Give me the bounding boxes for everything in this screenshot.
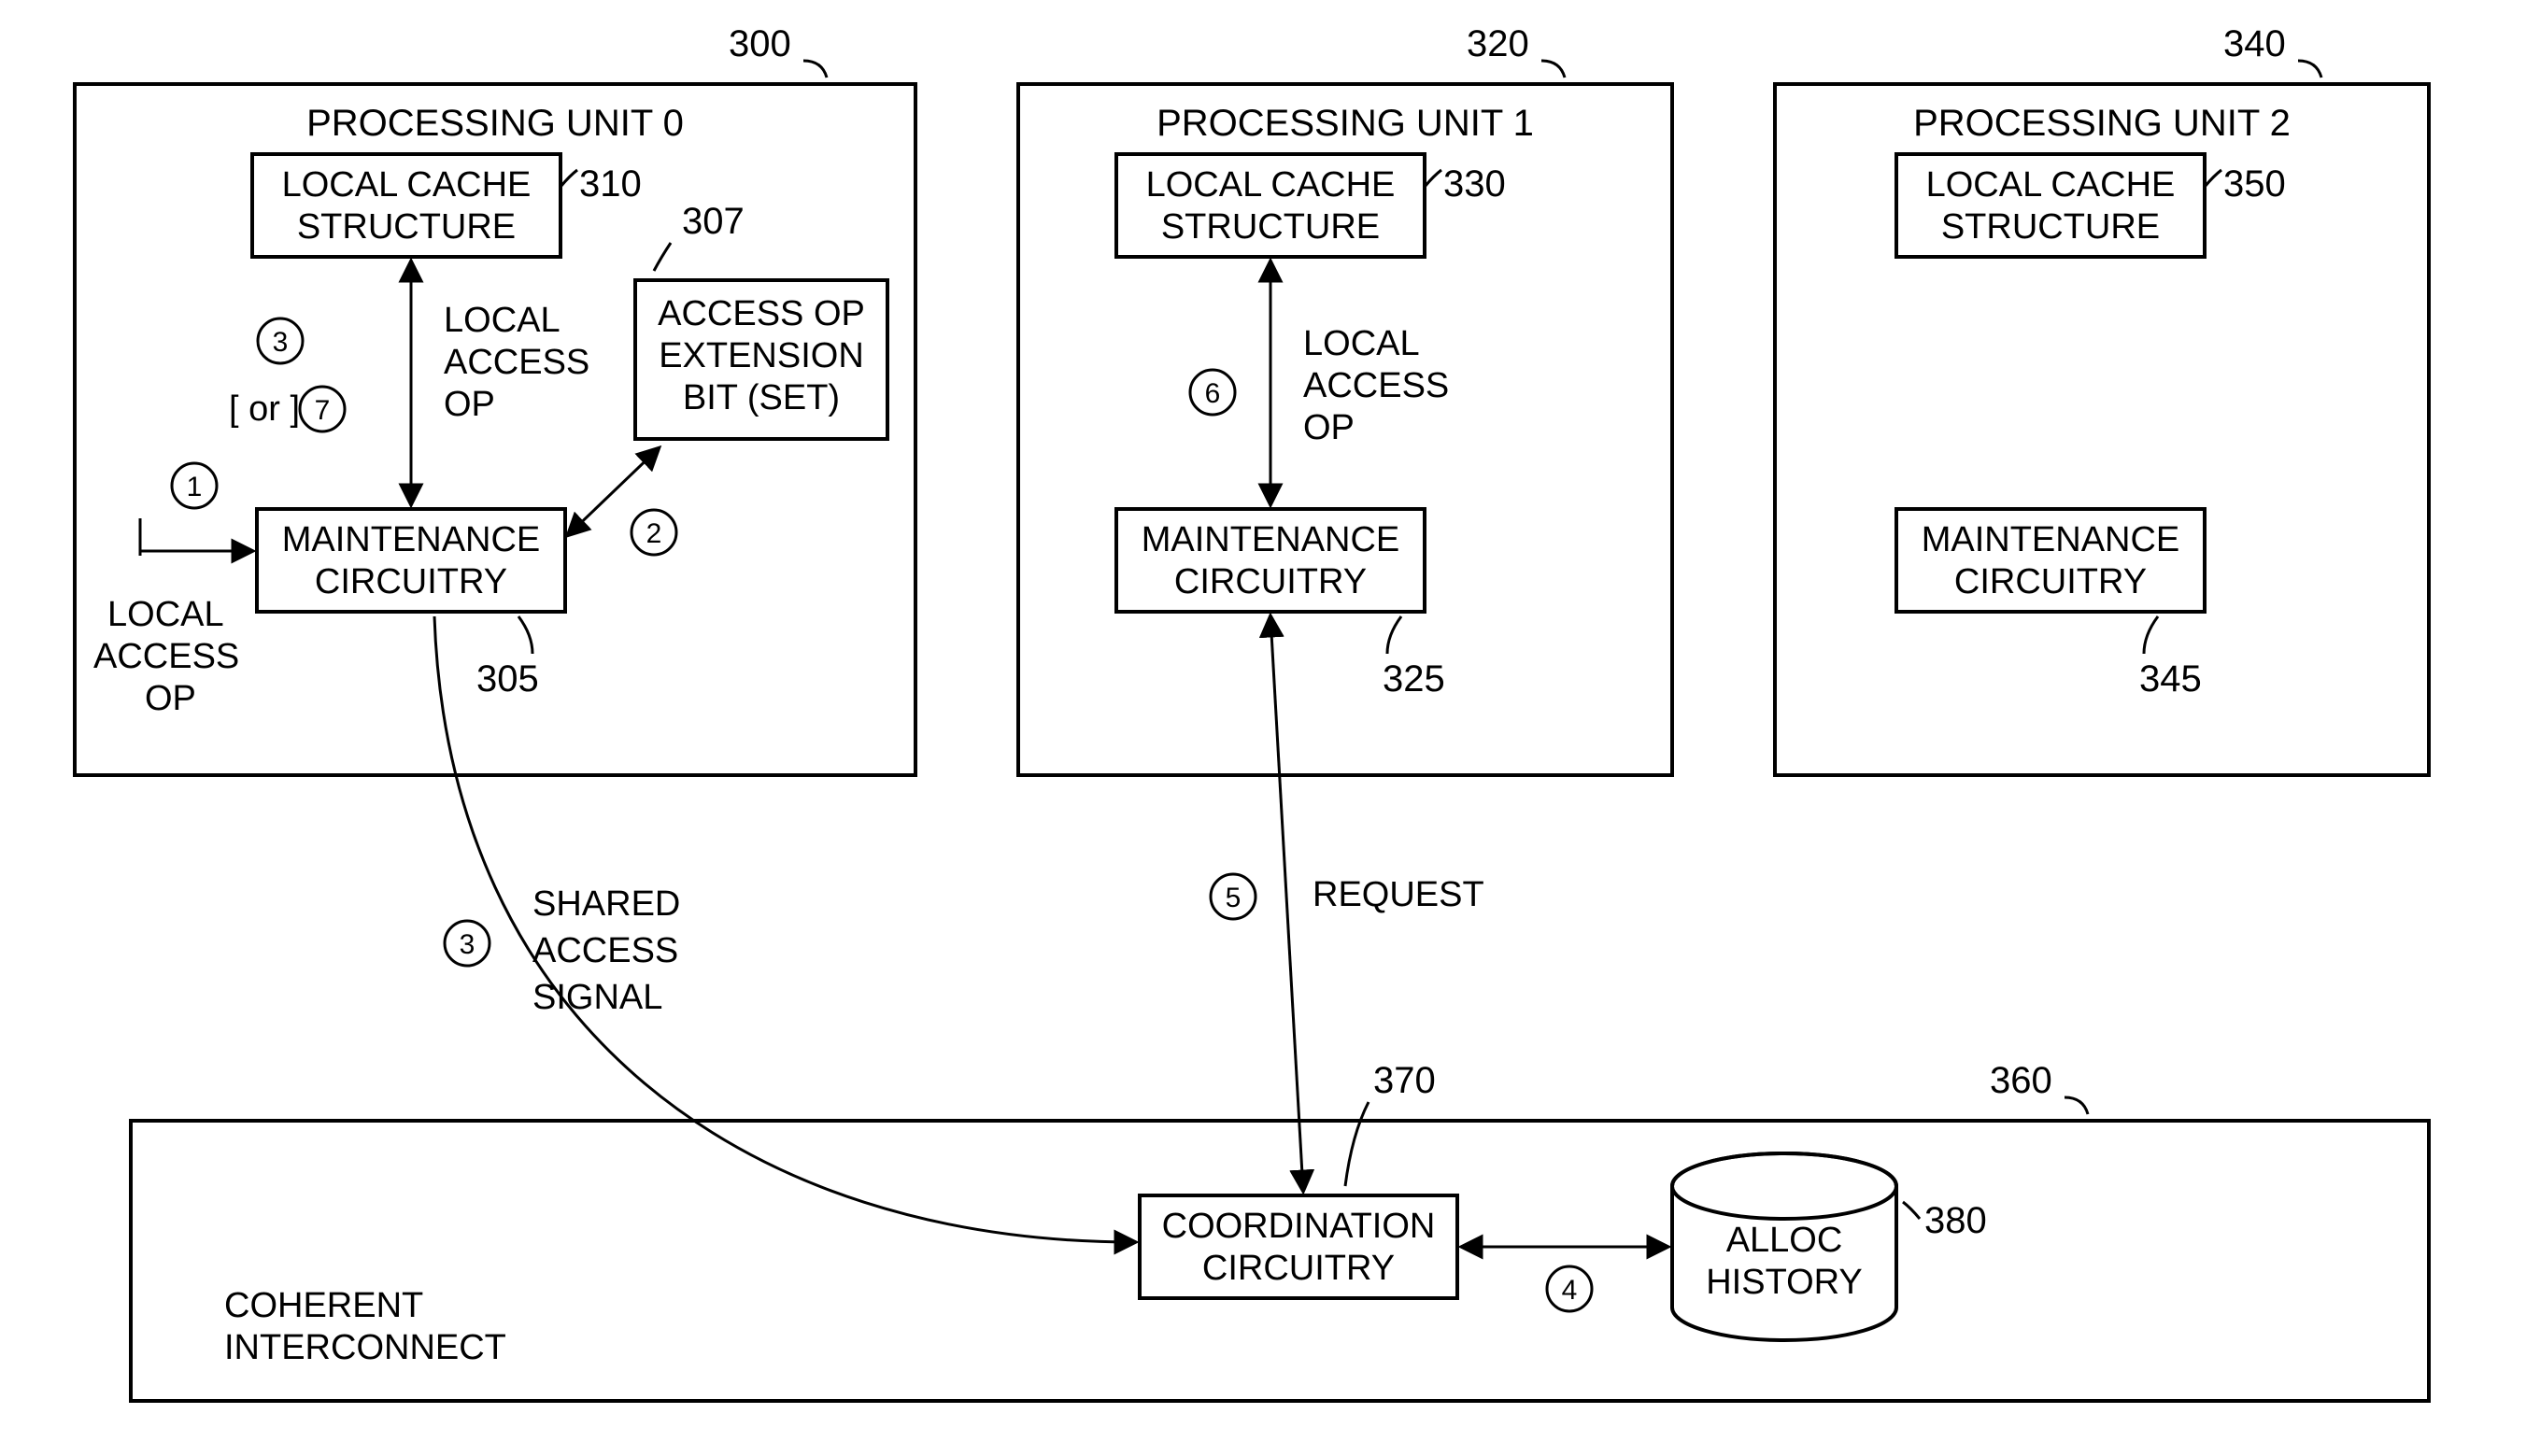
step-5: 5 bbox=[1226, 883, 1242, 913]
processing-unit-0: PROCESSING UNIT 0 300 LOCAL CACHE STRUCT… bbox=[75, 23, 915, 775]
step-3a: 3 bbox=[273, 327, 289, 358]
pu0-maint-ref: 305 bbox=[476, 658, 539, 700]
step-1: 1 bbox=[187, 472, 203, 502]
pu1-title: PROCESSING UNIT 1 bbox=[1157, 103, 1534, 144]
pu1-cache-l2: STRUCTURE bbox=[1161, 207, 1380, 247]
processing-unit-1: PROCESSING UNIT 1 320 LOCAL CACHE STRUCT… bbox=[1018, 23, 1672, 775]
request-label: REQUEST bbox=[1313, 875, 1484, 914]
pu0-or7-text: [ or ] bbox=[229, 389, 300, 429]
interconnect-label-l1: COHERENT bbox=[224, 1286, 423, 1325]
step-4: 4 bbox=[1562, 1275, 1578, 1306]
pu1-local-access-l2: ACCESS bbox=[1303, 366, 1449, 405]
pu1-cache-ref: 330 bbox=[1443, 163, 1506, 205]
processing-unit-2: PROCESSING UNIT 2 340 LOCAL CACHE STRUCT… bbox=[1775, 23, 2429, 775]
pu2-title: PROCESSING UNIT 2 bbox=[1913, 103, 2291, 144]
pu1-local-access-l1: LOCAL bbox=[1303, 324, 1420, 363]
pu2-maint-l2: CIRCUITRY bbox=[1954, 562, 2147, 601]
shared-l2: ACCESS bbox=[532, 931, 678, 970]
pu2-maint-ref: 345 bbox=[2139, 658, 2202, 700]
pu0-maint-l2: CIRCUITRY bbox=[315, 562, 507, 601]
pu2-cache-l1: LOCAL CACHE bbox=[1926, 165, 2176, 205]
coord-ref: 370 bbox=[1373, 1060, 1436, 1101]
pu0-local-access-l1: LOCAL bbox=[444, 301, 561, 340]
pu2-cache-ref: 350 bbox=[2223, 163, 2286, 205]
shared-l3: SIGNAL bbox=[532, 978, 662, 1017]
pu0-ext-l2: EXTENSION bbox=[659, 336, 864, 375]
step-6: 6 bbox=[1205, 378, 1221, 409]
pu0-local-in-l1: LOCAL bbox=[107, 595, 224, 634]
pu0-cache-l1: LOCAL CACHE bbox=[282, 165, 532, 205]
interconnect-label-l2: INTERCONNECT bbox=[224, 1328, 506, 1367]
coord-l1: COORDINATION bbox=[1162, 1207, 1436, 1246]
pu0-local-in-l2: ACCESS bbox=[93, 637, 239, 676]
shared-l1: SHARED bbox=[532, 884, 680, 924]
pu1-local-access-l3: OP bbox=[1303, 408, 1355, 447]
pu0-maint-l1: MAINTENANCE bbox=[282, 520, 541, 559]
pu0-local-access-l2: ACCESS bbox=[444, 343, 589, 382]
pu0-ext-l3: BIT (SET) bbox=[683, 378, 840, 417]
pu1-maint-ref: 325 bbox=[1383, 658, 1445, 700]
pu0-ext-l1: ACCESS OP bbox=[658, 294, 865, 333]
pu0-local-in-l3: OP bbox=[145, 679, 196, 718]
alloc-l1: ALLOC bbox=[1726, 1221, 1843, 1260]
pu1-ref: 320 bbox=[1467, 23, 1529, 64]
pu0-ext-ref: 307 bbox=[682, 201, 745, 242]
pu0-title: PROCESSING UNIT 0 bbox=[306, 103, 684, 144]
pu2-cache-l2: STRUCTURE bbox=[1941, 207, 2160, 247]
pu1-maint-l2: CIRCUITRY bbox=[1174, 562, 1367, 601]
pu2-maint-l1: MAINTENANCE bbox=[1922, 520, 2180, 559]
alloc-ref: 380 bbox=[1924, 1200, 1987, 1241]
step-3b: 3 bbox=[460, 929, 475, 960]
pu1-maint-l1: MAINTENANCE bbox=[1142, 520, 1400, 559]
alloc-l2: HISTORY bbox=[1706, 1263, 1863, 1302]
coord-l2: CIRCUITRY bbox=[1202, 1249, 1395, 1288]
pu0-cache-l2: STRUCTURE bbox=[297, 207, 516, 247]
pu2-ref: 340 bbox=[2223, 23, 2286, 64]
pu0-local-access-l3: OP bbox=[444, 385, 495, 424]
step-2: 2 bbox=[646, 518, 662, 549]
step-7: 7 bbox=[315, 395, 331, 426]
pu0-ref: 300 bbox=[729, 23, 791, 64]
interconnect-ref: 360 bbox=[1990, 1060, 2052, 1101]
coherent-interconnect: 360 COHERENT INTERCONNECT COORDINATION C… bbox=[131, 1060, 2429, 1401]
pu0-cache-ref: 310 bbox=[579, 163, 642, 205]
pu1-cache-l1: LOCAL CACHE bbox=[1146, 165, 1396, 205]
